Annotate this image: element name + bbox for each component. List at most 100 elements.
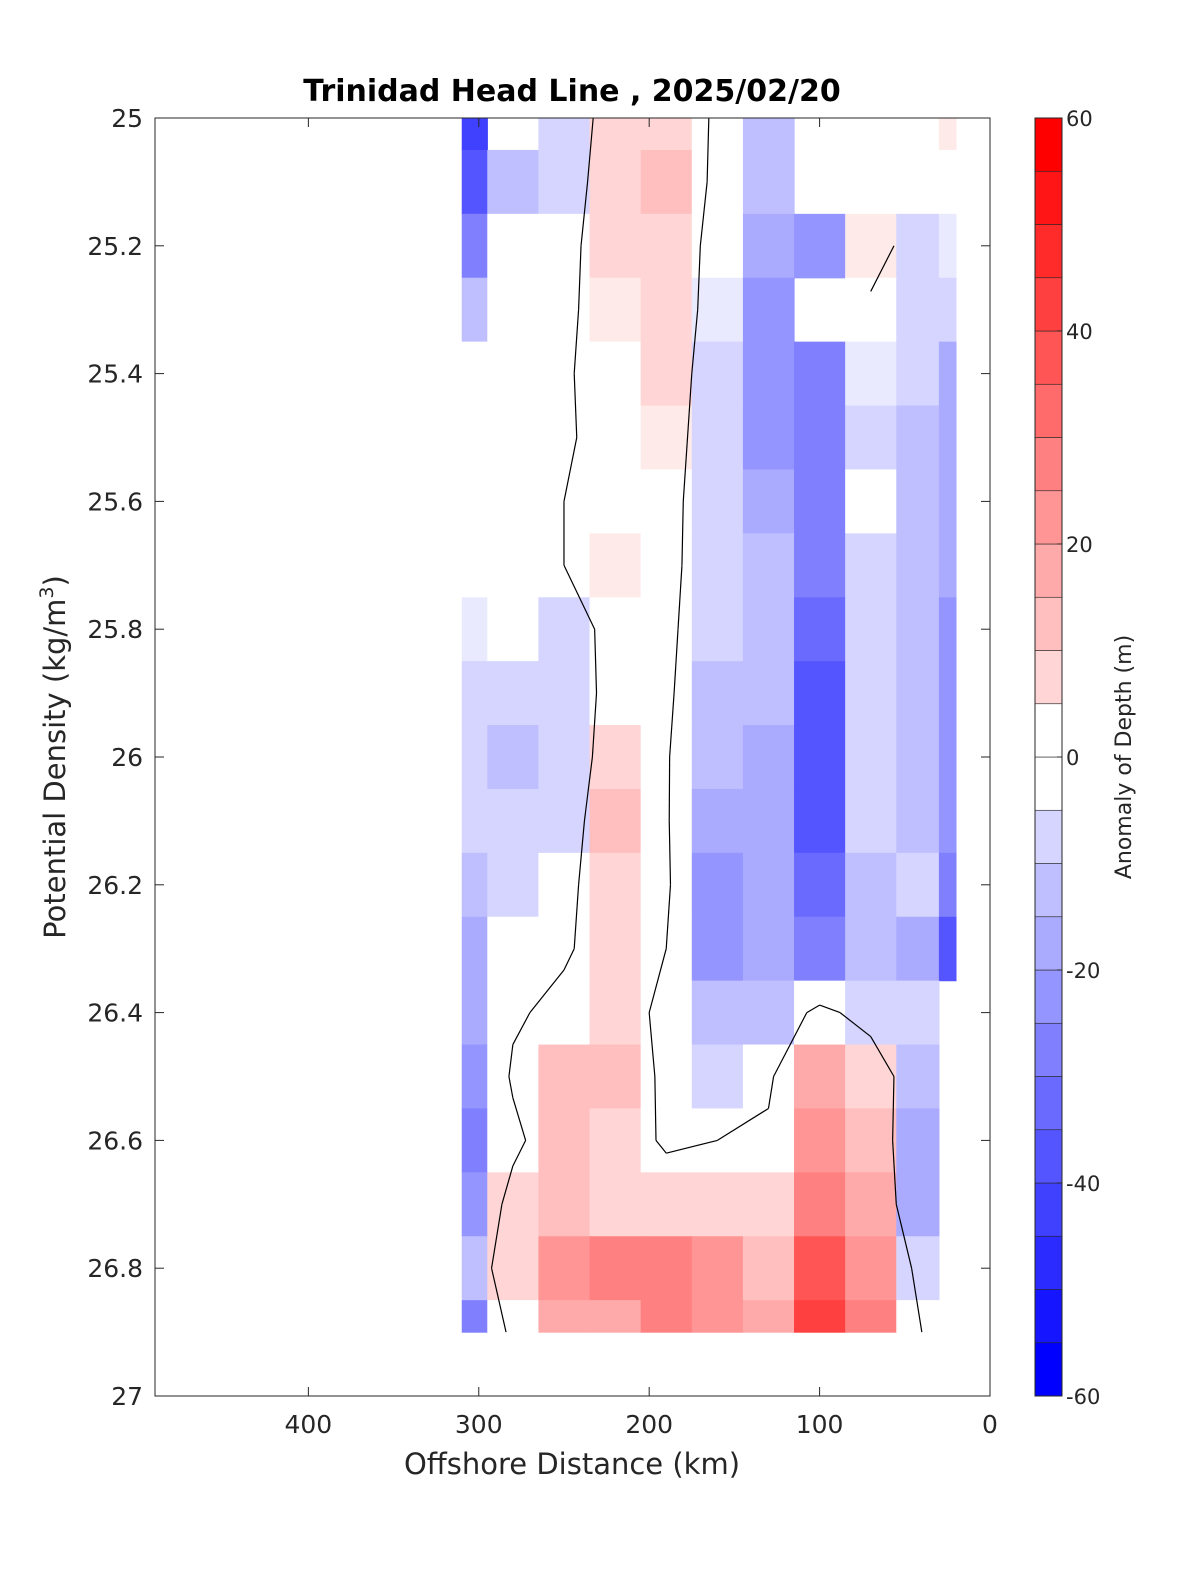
heatmap-cell: [487, 916, 540, 982]
heatmap-cell: [742, 118, 795, 151]
colorbar-block: [1034, 969, 1063, 1024]
heatmap-cell: [538, 118, 591, 151]
heatmap-cell: [461, 149, 488, 215]
heatmap-cell: [691, 916, 744, 982]
y-axis-label-end: ): [38, 575, 72, 586]
heatmap-cell: [896, 1108, 940, 1173]
heatmap-cell: [640, 1172, 693, 1237]
contour-segment: [490, 1204, 503, 1269]
heatmap-cell: [640, 1044, 693, 1110]
colorbar-tick-label: 0: [1066, 746, 1079, 770]
plot-area: 400 300 200 100 0 25 25.2 25.4 25.6 25.8 26 26.2 26…: [87, 104, 998, 1439]
heatmap-cell: [938, 469, 957, 534]
heatmap-cell: [794, 1108, 846, 1173]
heatmap-cell: [589, 788, 642, 854]
y-tick-label: 26: [111, 743, 143, 772]
heatmap-cell: [538, 149, 591, 215]
heatmap-cell: [845, 469, 897, 534]
heatmap-cell: [538, 341, 591, 407]
heatmap-cell: [461, 1300, 488, 1333]
heatmap-cell: [640, 533, 693, 598]
heatmap-cell: [589, 1108, 642, 1173]
colorbar-block: [1034, 224, 1063, 279]
contour-segment: [895, 1204, 913, 1269]
y-tick-label: 25.8: [87, 615, 143, 644]
heatmap-cell: [589, 980, 642, 1046]
colorbar-block: [1034, 1022, 1063, 1077]
contour-segment: [654, 1076, 657, 1141]
contour-segment: [668, 820, 672, 885]
heatmap-cell: [691, 405, 744, 471]
heatmap-cell: [461, 980, 488, 1046]
y-tick-label: 27: [111, 1382, 143, 1411]
contour-segment: [677, 565, 683, 630]
contour-segment: [717, 1107, 769, 1141]
heatmap-cell: [640, 1236, 693, 1301]
heatmap-cell: [938, 788, 957, 854]
heatmap-cell: [640, 405, 693, 471]
heatmap-cell: [938, 213, 957, 279]
contour-segment: [563, 948, 575, 971]
colorbar-block: [1034, 490, 1063, 545]
heatmap-cell: [691, 661, 744, 726]
heatmap-cell: [742, 1108, 795, 1173]
colorbar-block: [1034, 1235, 1063, 1290]
heatmap-cell: [538, 788, 591, 854]
heatmap-cell: [461, 852, 488, 918]
contour-segment: [666, 1139, 718, 1154]
colorbar-block: [1034, 916, 1063, 971]
heatmap-cell: [794, 725, 846, 790]
contour-segment: [512, 1012, 531, 1045]
heatmap-cell: [691, 469, 744, 534]
heatmap-cell: [589, 1300, 642, 1333]
heatmap-cell: [794, 661, 846, 726]
heatmap-cell: [794, 1044, 846, 1110]
contour-segment: [706, 117, 710, 182]
colorbar-block: [1034, 330, 1063, 385]
heatmap-cell: [845, 277, 897, 343]
heatmap-cell: [938, 597, 957, 662]
contour-segment: [586, 117, 594, 182]
heatmap-cell: [640, 597, 693, 662]
heatmap-cell: [691, 149, 744, 215]
y-tick-label: 25: [111, 104, 143, 133]
heatmap-cell: [896, 341, 940, 407]
heatmap-cell: [742, 469, 795, 534]
heatmap-cell: [845, 597, 897, 662]
colorbar-block: [1034, 756, 1063, 811]
heatmap-cell: [896, 1236, 940, 1301]
heatmap-cell: [538, 1236, 591, 1301]
heatmap-cell: [487, 213, 540, 279]
contour-segment: [699, 181, 708, 246]
heatmap-cell: [691, 1172, 744, 1237]
heatmap-cell: [896, 916, 940, 982]
heatmap-cell: [461, 661, 488, 726]
heatmap-cell: [845, 788, 897, 854]
heatmap-cell: [538, 1044, 591, 1110]
contour-segment: [691, 309, 699, 374]
heatmap-cell: [742, 661, 795, 726]
heatmap-cell: [896, 213, 940, 279]
heatmap-cell: [461, 725, 488, 790]
heatmap-cell: [589, 661, 642, 726]
contour-segment: [839, 1012, 872, 1038]
heatmap-cell: [487, 469, 540, 534]
heatmap-cell: [896, 149, 940, 215]
heatmap-cell: [794, 852, 846, 918]
heatmap-cell: [640, 1300, 693, 1333]
heatmap-cell: [845, 916, 897, 982]
colorbar-blocks: [1034, 117, 1063, 1397]
heatmap-cell: [794, 1300, 846, 1333]
heatmap-cell: [938, 661, 957, 726]
colorbar-tick-label: -40: [1066, 1172, 1100, 1196]
heatmap-cell: [938, 277, 957, 343]
heatmap-cell: [640, 213, 693, 279]
colorbar-block: [1034, 809, 1063, 864]
colorbar-block: [1034, 437, 1063, 492]
heatmap-cell: [589, 1172, 642, 1237]
heatmap-cell: [487, 597, 540, 662]
heatmap-cell: [742, 213, 795, 279]
y-tick-label: 26.4: [87, 999, 143, 1028]
heatmap-cell: [794, 788, 846, 854]
heatmap-cell: [461, 1044, 488, 1110]
